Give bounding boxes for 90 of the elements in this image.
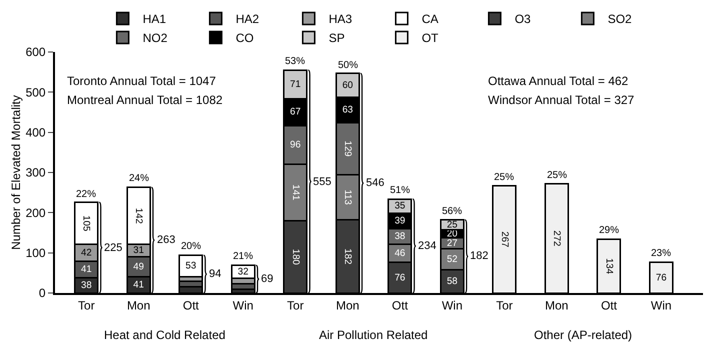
annotation: Toronto Annual Total = 1047 xyxy=(67,74,216,88)
data-label: 142 xyxy=(132,208,144,224)
data-label: 39 xyxy=(394,216,406,227)
total-label: 546 xyxy=(366,177,384,189)
data-label: 182 xyxy=(342,248,354,264)
data-label: 52 xyxy=(446,254,458,265)
annotation: 50% xyxy=(338,60,358,71)
data-label: 63 xyxy=(342,104,353,116)
annotation: 25% xyxy=(494,172,514,183)
data-label: 60 xyxy=(342,80,353,91)
data-label: 31 xyxy=(133,245,144,256)
data-label: 38 xyxy=(394,230,406,242)
total-label: 555 xyxy=(313,176,332,188)
text: Other (AP-related) xyxy=(534,328,632,342)
total-label: 234 xyxy=(418,240,436,252)
annotation: 53% xyxy=(285,56,306,67)
x-tick-label: Tor xyxy=(78,298,95,312)
annotation: 29% xyxy=(599,225,620,236)
total-label: 225 xyxy=(104,242,122,254)
y-tick-label: 500 xyxy=(26,85,46,100)
annotation: 20% xyxy=(181,241,202,252)
x-tick-label: Ott xyxy=(600,298,618,312)
legend-label: CO xyxy=(236,31,254,46)
legend-label: SO2 xyxy=(608,12,632,26)
x-tick-label: Tor xyxy=(287,298,304,312)
legend-label: HA1 xyxy=(142,12,166,26)
x-tick-label: Tor xyxy=(496,298,513,312)
data-label: 42 xyxy=(81,247,92,258)
x-tick-label: Mon xyxy=(545,298,568,312)
x-tick-label: Ott xyxy=(182,298,200,312)
y-axis-title: Number of Elevated Mortality xyxy=(9,95,23,250)
data-label: 27 xyxy=(446,238,458,250)
annotation: 21% xyxy=(233,251,254,262)
data-label: 58 xyxy=(446,276,458,287)
data-label: 76 xyxy=(656,272,667,284)
y-tick-label: 0 xyxy=(38,286,46,300)
data-label: 71 xyxy=(290,78,301,90)
legend-label: CA xyxy=(422,12,438,26)
data-label: 96 xyxy=(290,139,301,150)
data-label: 141 xyxy=(290,184,301,200)
y-tick-label: 100 xyxy=(26,246,46,260)
annotation: 25% xyxy=(547,170,568,181)
total-label: 263 xyxy=(157,234,176,246)
y-tick-label: 600 xyxy=(26,45,46,60)
text: Heat and Cold Related xyxy=(104,328,226,342)
x-tick-label: Win xyxy=(442,298,462,312)
data-label: 113 xyxy=(342,190,354,205)
total-label: 69 xyxy=(261,273,274,285)
y-tick-label: 300 xyxy=(26,166,46,180)
y-tick-label: 200 xyxy=(26,206,46,220)
x-tick-label: Win xyxy=(650,298,672,312)
data-label: 76 xyxy=(394,272,406,284)
data-label: 46 xyxy=(394,248,406,259)
data-label: 267 xyxy=(498,231,510,248)
data-label: 32 xyxy=(238,266,248,278)
x-tick-label: Ott xyxy=(392,298,409,312)
annotation: 51% xyxy=(390,185,410,196)
data-label: 129 xyxy=(342,140,354,157)
x-tick-label: Mon xyxy=(336,298,360,312)
x-tick-label: Win xyxy=(232,298,254,312)
data-label: 67 xyxy=(290,106,301,118)
legend-label: O3 xyxy=(514,12,532,26)
y-tick-label: 400 xyxy=(26,126,46,140)
annotation: 56% xyxy=(442,206,462,217)
data-label: 41 xyxy=(133,279,144,290)
data-label: 35 xyxy=(394,200,406,212)
data-label: 49 xyxy=(133,261,144,272)
data-label: 38 xyxy=(81,280,92,291)
x-tick-label: Mon xyxy=(126,298,150,312)
legend-label: NO2 xyxy=(142,31,168,46)
annotation: 24% xyxy=(129,173,150,184)
data-label: 53 xyxy=(186,260,196,272)
data-label: 41 xyxy=(81,264,92,276)
legend-label: OT xyxy=(422,31,440,46)
annotation: Montreal Annual Total = 1082 xyxy=(67,93,223,107)
annotation: Windsor Annual Total = 327 xyxy=(488,93,635,107)
legend-label: HA2 xyxy=(236,12,260,26)
data-label: 272 xyxy=(551,230,562,246)
text: Air Pollution Related xyxy=(319,328,428,342)
data-label: 134 xyxy=(603,258,614,275)
data-label: 180 xyxy=(290,248,301,265)
total-label: 182 xyxy=(470,250,488,262)
data-label: 105 xyxy=(80,215,92,232)
annotation: Ottawa Annual Total = 462 xyxy=(488,74,629,88)
annotation: 22% xyxy=(76,189,96,200)
legend-label: SP xyxy=(328,31,345,46)
annotation: 23% xyxy=(651,248,672,259)
legend-label: HA3 xyxy=(328,12,352,26)
data-label: 25 xyxy=(446,220,458,231)
total-label: 94 xyxy=(209,268,222,280)
